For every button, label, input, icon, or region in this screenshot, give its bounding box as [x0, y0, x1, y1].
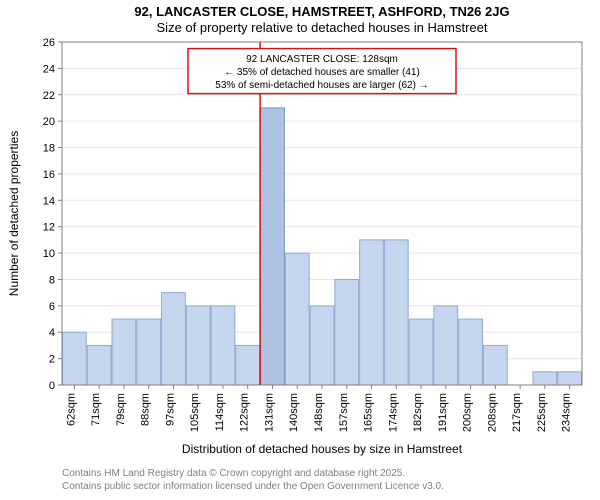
x-tick-label: 148sqm: [313, 393, 325, 432]
bar: [483, 345, 507, 385]
chart-container: 92, LANCASTER CLOSE, HAMSTREET, ASHFORD,…: [0, 0, 600, 500]
chart-title-line1: 92, LANCASTER CLOSE, HAMSTREET, ASHFORD,…: [134, 4, 509, 19]
x-tick-label: 165sqm: [363, 393, 375, 432]
bar: [186, 306, 210, 385]
x-tick-label: 234sqm: [561, 393, 573, 432]
bar: [211, 306, 235, 385]
x-tick-label: 88sqm: [140, 393, 152, 426]
callout-line: 53% of semi-detached houses are larger (…: [215, 80, 428, 91]
chart-svg: 92, LANCASTER CLOSE, HAMSTREET, ASHFORD,…: [0, 0, 600, 500]
callout-line: 92 LANCASTER CLOSE: 128sqm: [246, 54, 398, 65]
bar: [360, 240, 384, 385]
bar: [384, 240, 408, 385]
bar: [87, 345, 111, 385]
bar: [63, 332, 87, 385]
bar: [137, 319, 161, 385]
bar: [434, 306, 458, 385]
y-tick-label: 10: [43, 248, 55, 260]
y-tick-label: 0: [49, 380, 55, 392]
x-tick-label: 79sqm: [115, 393, 127, 426]
y-tick-label: 16: [43, 169, 55, 181]
x-tick-label: 208sqm: [486, 393, 498, 432]
chart-title-line2: Size of property relative to detached ho…: [157, 20, 488, 35]
bar: [409, 319, 433, 385]
x-tick-label: 62sqm: [65, 393, 77, 426]
x-axis-label: Distribution of detached houses by size …: [182, 442, 463, 456]
y-tick-label: 6: [49, 301, 55, 313]
y-tick-label: 24: [43, 63, 55, 75]
x-tick-label: 97sqm: [164, 393, 176, 426]
x-tick-label: 71sqm: [90, 393, 102, 426]
bar: [335, 279, 359, 385]
x-tick-label: 140sqm: [288, 393, 300, 432]
y-tick-label: 4: [49, 327, 55, 339]
x-tick-label: 225sqm: [536, 393, 548, 432]
x-tick-label: 122sqm: [239, 393, 251, 432]
x-tick-label: 131sqm: [263, 393, 275, 432]
y-tick-label: 18: [43, 143, 55, 155]
x-tick-label: 114sqm: [214, 393, 226, 431]
x-tick-label: 174sqm: [387, 393, 399, 432]
x-tick-label: 105sqm: [189, 393, 201, 432]
y-tick-label: 26: [43, 37, 55, 49]
y-tick-label: 12: [43, 222, 55, 234]
y-axis-label: Number of detached properties: [7, 131, 21, 296]
bar: [558, 372, 582, 385]
y-tick-label: 8: [49, 274, 55, 286]
x-tick-label: 191sqm: [437, 393, 449, 432]
bar: [236, 345, 260, 385]
bar: [459, 319, 483, 385]
bar: [310, 306, 334, 385]
footer-line1: Contains HM Land Registry data © Crown c…: [62, 468, 405, 479]
x-tick-label: 182sqm: [412, 393, 424, 432]
y-tick-label: 20: [43, 116, 55, 128]
x-tick-label: 200sqm: [462, 393, 474, 432]
x-tick-label: 157sqm: [338, 393, 350, 432]
y-tick-label: 14: [43, 195, 55, 207]
bar: [285, 253, 309, 385]
bar: [533, 372, 557, 385]
bar: [162, 293, 186, 385]
y-tick-label: 2: [49, 354, 55, 366]
x-tick-label: 217sqm: [511, 393, 523, 432]
y-tick-label: 22: [43, 90, 55, 102]
footer-line2: Contains public sector information licen…: [62, 481, 444, 492]
bar: [112, 319, 136, 385]
bar-highlight: [261, 108, 285, 385]
callout-line: ← 35% of detached houses are smaller (41…: [224, 67, 420, 78]
